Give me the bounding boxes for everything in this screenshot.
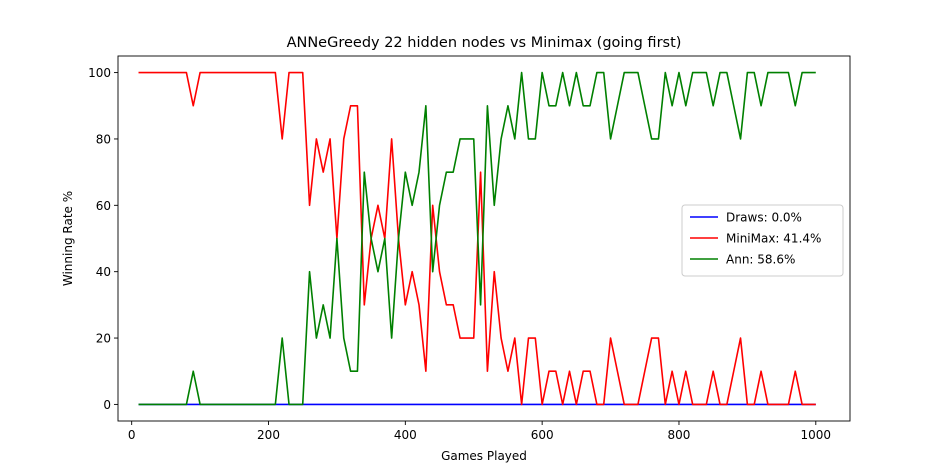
chart-title: ANNeGreedy 22 hidden nodes vs Minimax (g… <box>287 35 682 51</box>
y-tick-label: 60 <box>96 199 111 213</box>
x-tick-label: 200 <box>257 428 280 442</box>
y-axis-title: Winning Rate % <box>61 191 75 286</box>
legend: Draws: 0.0% MiniMax: 41.4% Ann: 58.6% <box>681 204 844 277</box>
x-axis-title: Games Played <box>441 449 527 463</box>
legend-label-2: Ann: 58.6% <box>726 253 795 267</box>
legend-box <box>681 204 844 277</box>
x-tick-label: 400 <box>394 428 417 442</box>
series-layer <box>138 71 816 406</box>
y-tick-label: 100 <box>88 66 111 80</box>
y-tick-label: 0 <box>103 398 111 412</box>
y-axis: 0 20 40 60 80 100 <box>88 66 118 412</box>
x-tick-label: 0 <box>128 428 136 442</box>
x-tick-label: 800 <box>668 428 691 442</box>
y-tick-label: 40 <box>96 265 111 279</box>
series-line-1 <box>138 71 816 406</box>
x-tick-label: 600 <box>531 428 554 442</box>
y-tick-label: 20 <box>96 332 111 346</box>
plot-area-frame <box>117 55 851 422</box>
series-line-2 <box>138 71 816 406</box>
x-axis: 0 200 400 600 800 1000 <box>128 421 831 442</box>
y-tick-label: 80 <box>96 132 111 146</box>
x-tick-label: 1000 <box>801 428 832 442</box>
legend-label-0: Draws: 0.0% <box>726 211 802 225</box>
legend-label-1: MiniMax: 41.4% <box>726 232 821 246</box>
